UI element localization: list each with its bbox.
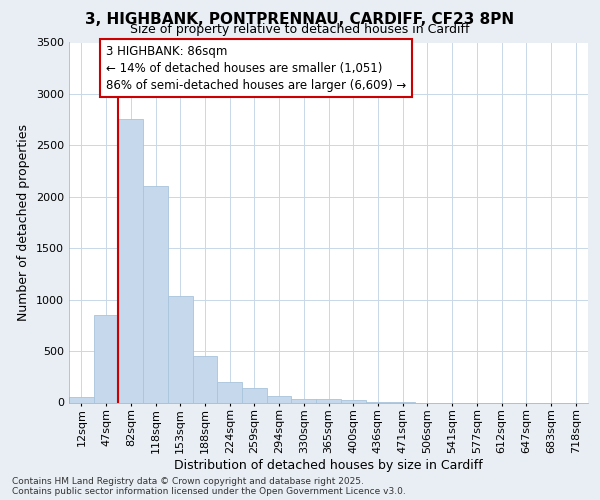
Text: Contains public sector information licensed under the Open Government Licence v3: Contains public sector information licen… xyxy=(12,487,406,496)
Bar xyxy=(94,315,118,402)
Y-axis label: Number of detached properties: Number of detached properties xyxy=(17,124,31,321)
Bar xyxy=(292,398,316,402)
Bar xyxy=(69,398,94,402)
Bar xyxy=(217,382,242,402)
Bar xyxy=(168,296,193,403)
Bar xyxy=(193,356,217,403)
Text: 3, HIGHBANK, PONTPRENNAU, CARDIFF, CF23 8PN: 3, HIGHBANK, PONTPRENNAU, CARDIFF, CF23 … xyxy=(85,12,515,28)
Bar xyxy=(143,186,168,402)
X-axis label: Distribution of detached houses by size in Cardiff: Distribution of detached houses by size … xyxy=(174,458,483,471)
Text: 3 HIGHBANK: 86sqm
← 14% of detached houses are smaller (1,051)
86% of semi-detac: 3 HIGHBANK: 86sqm ← 14% of detached hous… xyxy=(106,44,406,92)
Bar xyxy=(267,396,292,402)
Text: Contains HM Land Registry data © Crown copyright and database right 2025.: Contains HM Land Registry data © Crown c… xyxy=(12,477,364,486)
Bar xyxy=(242,388,267,402)
Bar xyxy=(118,118,143,403)
Bar xyxy=(341,400,365,402)
Text: Size of property relative to detached houses in Cardiff: Size of property relative to detached ho… xyxy=(130,24,470,36)
Bar xyxy=(316,400,341,402)
